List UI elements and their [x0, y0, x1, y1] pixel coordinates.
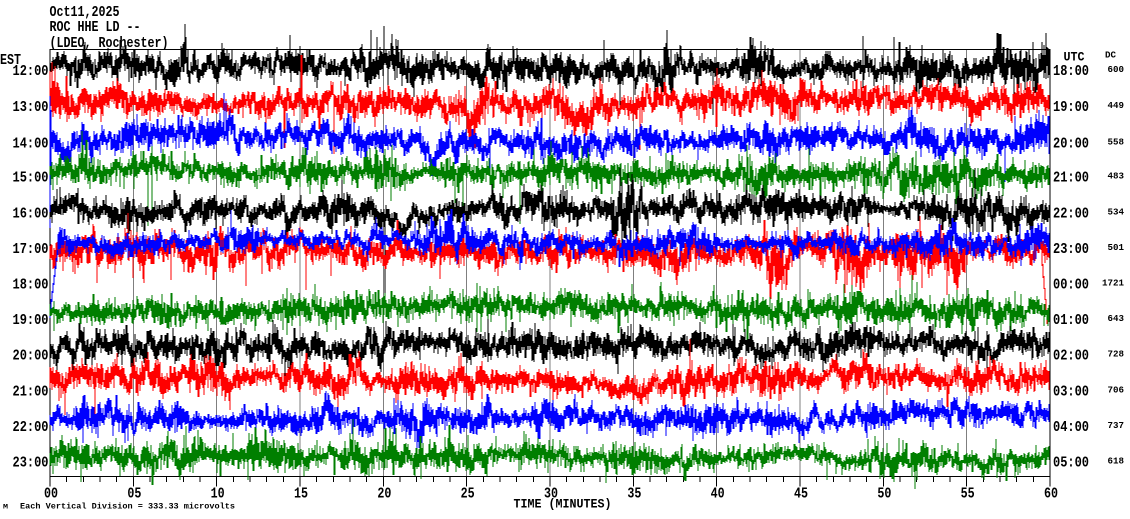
- svg-text:EST: EST: [0, 52, 21, 69]
- svg-text:30: 30: [544, 486, 558, 503]
- svg-text:M: M: [3, 504, 9, 511]
- svg-text:00:00: 00:00: [1053, 277, 1089, 294]
- svg-text:18:00: 18:00: [13, 277, 49, 294]
- svg-text:55: 55: [961, 486, 975, 503]
- svg-text:18:00: 18:00: [1053, 63, 1089, 80]
- svg-text:20:00: 20:00: [1053, 135, 1089, 152]
- svg-text:618: 618: [1108, 456, 1125, 466]
- svg-text:20:00: 20:00: [13, 348, 49, 365]
- svg-text:19:00: 19:00: [1053, 99, 1089, 116]
- svg-text:00: 00: [44, 486, 58, 503]
- svg-text:12:00: 12:00: [13, 63, 49, 80]
- svg-text:449: 449: [1108, 101, 1125, 111]
- svg-text:60: 60: [1044, 486, 1058, 503]
- svg-text:558: 558: [1108, 137, 1125, 147]
- svg-text:50: 50: [877, 486, 891, 503]
- svg-text:05:00: 05:00: [1053, 454, 1089, 471]
- svg-text:728: 728: [1108, 350, 1125, 360]
- svg-text:03:00: 03:00: [1053, 383, 1089, 400]
- svg-text:10: 10: [211, 486, 225, 503]
- svg-text:01:00: 01:00: [1053, 312, 1089, 329]
- svg-text:501: 501: [1108, 243, 1125, 253]
- svg-text:21:00: 21:00: [1053, 169, 1089, 186]
- svg-text:40: 40: [711, 486, 725, 503]
- svg-text:16:00: 16:00: [13, 205, 49, 222]
- svg-text:20: 20: [377, 486, 391, 503]
- svg-text:Oct11,2025: Oct11,2025: [50, 4, 120, 21]
- svg-text:TIME (MINUTES): TIME (MINUTES): [514, 496, 612, 511]
- svg-text:23:00: 23:00: [13, 454, 49, 471]
- svg-text:706: 706: [1108, 385, 1125, 395]
- svg-text:25: 25: [461, 486, 475, 503]
- svg-text:Each Vertical Division = 333.: Each Vertical Division = 333.33 microvol…: [20, 502, 235, 512]
- svg-text:643: 643: [1108, 314, 1125, 324]
- svg-text:15:00: 15:00: [13, 169, 49, 186]
- svg-text:22:00: 22:00: [1053, 205, 1089, 222]
- svg-text:21:00: 21:00: [13, 383, 49, 400]
- svg-text:600: 600: [1108, 65, 1125, 75]
- svg-text:17:00: 17:00: [13, 241, 49, 258]
- svg-text:737: 737: [1108, 421, 1125, 431]
- svg-text:DC: DC: [1105, 51, 1117, 61]
- svg-text:483: 483: [1108, 171, 1125, 181]
- svg-text:45: 45: [794, 486, 808, 503]
- svg-text:35: 35: [627, 486, 641, 503]
- svg-text:22:00: 22:00: [13, 419, 49, 436]
- svg-text:14:00: 14:00: [13, 135, 49, 152]
- svg-text:02:00: 02:00: [1053, 348, 1089, 365]
- svg-text:04:00: 04:00: [1053, 419, 1089, 436]
- svg-text:ROC HHE LD --: ROC HHE LD --: [50, 19, 141, 36]
- svg-text:UTC: UTC: [1064, 50, 1085, 65]
- svg-text:15: 15: [294, 486, 308, 503]
- svg-text:13:00: 13:00: [13, 99, 49, 116]
- svg-text:05: 05: [127, 486, 141, 503]
- svg-text:1721: 1721: [1102, 279, 1125, 289]
- svg-text:(LDEO, Rochester): (LDEO, Rochester): [50, 35, 169, 52]
- svg-text:19:00: 19:00: [13, 312, 49, 329]
- svg-text:23:00: 23:00: [1053, 241, 1089, 258]
- svg-text:534: 534: [1108, 207, 1125, 217]
